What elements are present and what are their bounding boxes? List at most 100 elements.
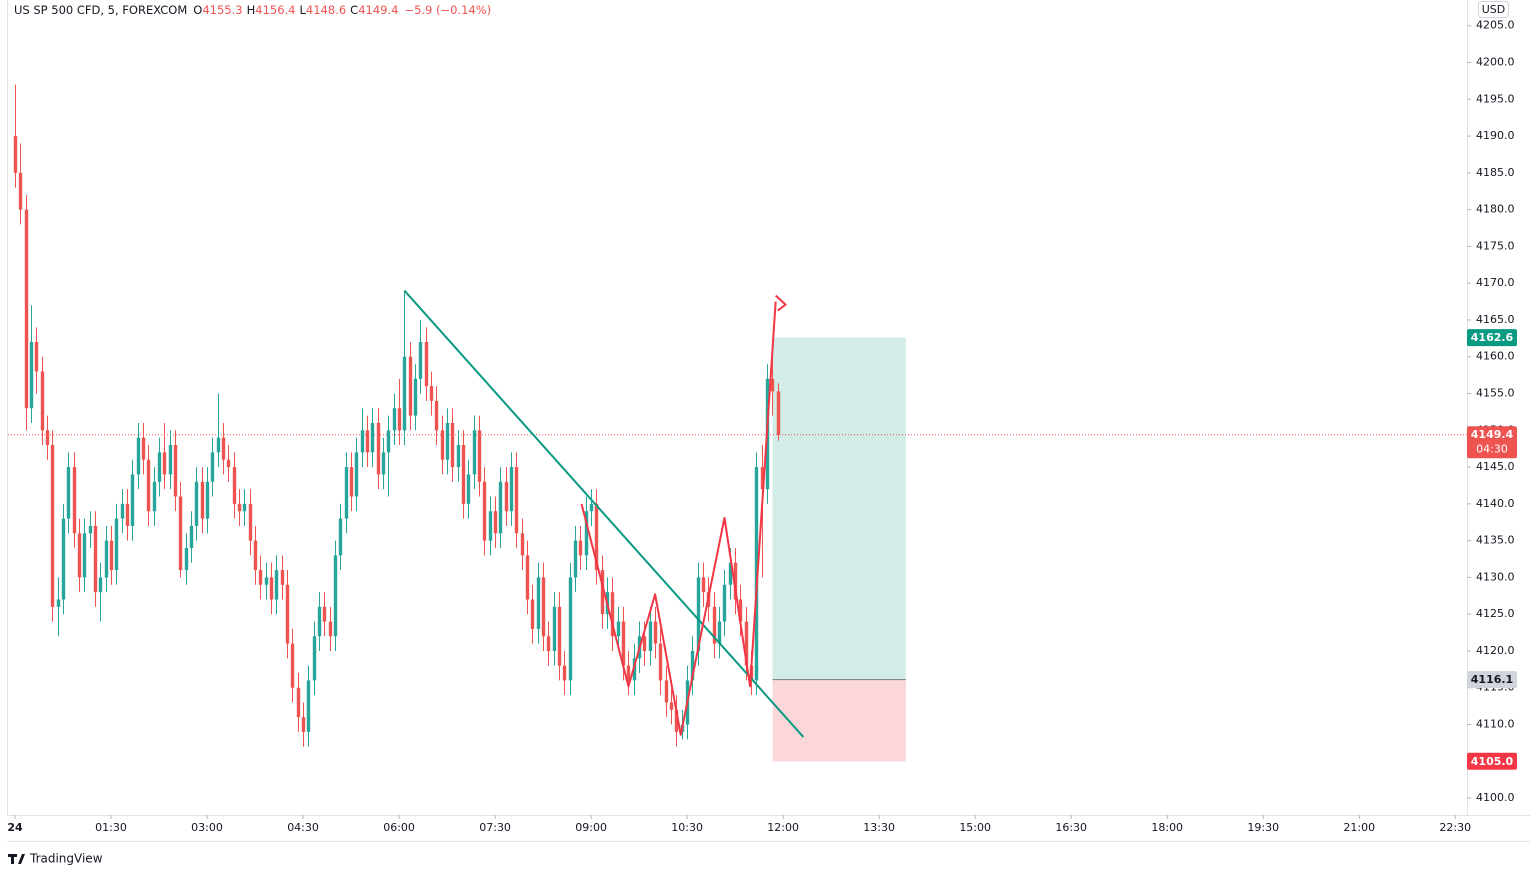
candle-body	[429, 386, 434, 401]
ohlc-value: 4156.4	[255, 3, 295, 17]
x-tick-label: 13:30	[863, 821, 895, 834]
candle-body	[546, 636, 551, 651]
ohlc-label: O	[193, 3, 202, 17]
candle-body	[280, 570, 285, 585]
candle-body	[205, 481, 210, 519]
candle-body	[450, 422, 455, 468]
candle-body	[589, 503, 594, 512]
candle-body	[642, 636, 647, 651]
candle-body	[328, 621, 333, 637]
candle-body	[648, 621, 653, 651]
y-tick-label: 4125.0	[1476, 607, 1515, 620]
candle-body	[472, 430, 477, 475]
candle-body	[493, 511, 498, 534]
candle-body	[317, 606, 322, 637]
candle-body	[514, 467, 519, 534]
candle-body	[445, 422, 450, 460]
candle-body	[82, 533, 87, 578]
candle-body	[13, 136, 18, 173]
candle-body	[584, 511, 589, 556]
y-tick-label: 4145.0	[1476, 460, 1515, 473]
candle-body	[552, 606, 557, 651]
entry-tag-box	[1467, 671, 1517, 689]
y-tick-label: 4155.0	[1476, 387, 1515, 400]
candle-body	[40, 371, 45, 431]
candle-body	[360, 430, 365, 453]
x-tick-label: 22:30	[1439, 821, 1471, 834]
candle-body	[141, 437, 146, 460]
currency-label[interactable]: USD	[1482, 3, 1506, 16]
ohlc-value: 4148.6	[306, 3, 346, 17]
candle-body	[600, 570, 605, 615]
candle-body	[509, 467, 514, 512]
last-price-tag-countdown: 04:30	[1476, 443, 1508, 456]
candle-body	[744, 621, 749, 666]
brand-name: TradingView	[29, 852, 103, 866]
candle-body	[301, 717, 306, 732]
candle-body	[333, 555, 338, 637]
x-tick-label: 19:30	[1247, 821, 1279, 834]
profit-zone	[772, 337, 906, 680]
candle-body	[573, 540, 578, 578]
x-tick-label: 12:00	[767, 821, 799, 834]
candle-body	[237, 503, 242, 512]
candle-body	[488, 511, 493, 541]
candle-body	[653, 621, 658, 644]
currency-box[interactable]	[1478, 1, 1509, 18]
candle-body	[349, 467, 354, 497]
candle-body	[728, 562, 733, 585]
brand-logo: TradingView	[8, 852, 103, 866]
candle-body	[264, 577, 269, 585]
candle-body	[504, 481, 509, 512]
y-tick-label: 4200.0	[1476, 56, 1515, 69]
candle-body	[173, 445, 178, 497]
candle-body	[130, 474, 135, 526]
candle-body	[50, 445, 55, 607]
candle-body	[776, 391, 781, 435]
axis-layer: 4100.04105.04110.04115.04120.04125.04130…	[7, 19, 1514, 834]
candle-body	[72, 467, 77, 534]
drawings-layer	[403, 289, 805, 738]
symbol-title: US SP 500 CFD, 5, FOREXCOM	[14, 3, 187, 17]
candle-body	[669, 702, 674, 710]
y-tick-label: 4170.0	[1476, 276, 1515, 289]
candle-body	[66, 467, 71, 519]
candle-body	[610, 592, 615, 637]
ohlc-label: L	[300, 3, 307, 17]
entry-tag-label: 4116.1	[1471, 673, 1513, 686]
candle-body	[466, 474, 471, 504]
candle-body	[424, 342, 429, 387]
y-tick-label: 4165.0	[1476, 313, 1515, 326]
x-tick-label: 04:30	[287, 821, 319, 834]
candle-body	[392, 408, 397, 431]
candle-body	[520, 533, 525, 556]
candle-body	[477, 430, 482, 482]
candle-body	[701, 577, 706, 593]
candle-body	[541, 577, 546, 637]
candle-body	[616, 621, 621, 637]
candle-body	[269, 577, 274, 600]
candle-body	[285, 584, 290, 644]
ohlc-label: H	[247, 3, 256, 17]
candle-body	[365, 430, 370, 453]
y-tick-label: 4100.0	[1476, 791, 1515, 804]
candle-body	[482, 481, 487, 541]
ohlc-value: 4155.3	[202, 3, 242, 17]
candle-body	[104, 540, 109, 578]
candle-body	[136, 437, 141, 475]
change-label: −5.9 (−0.14%)	[404, 3, 491, 17]
candle-body	[322, 606, 327, 622]
candle-body	[77, 533, 82, 578]
candle-body	[56, 599, 61, 607]
candle-body	[690, 650, 695, 681]
candle-body	[253, 540, 258, 571]
candle-body	[306, 680, 311, 732]
candle-body	[557, 606, 562, 666]
candle-body	[418, 342, 423, 379]
candle-body	[733, 562, 738, 600]
candle-body	[189, 525, 194, 548]
candle-body	[760, 467, 765, 490]
y-tick-label: 4175.0	[1476, 239, 1515, 252]
candle-body	[98, 577, 103, 593]
candle-body	[24, 209, 29, 409]
